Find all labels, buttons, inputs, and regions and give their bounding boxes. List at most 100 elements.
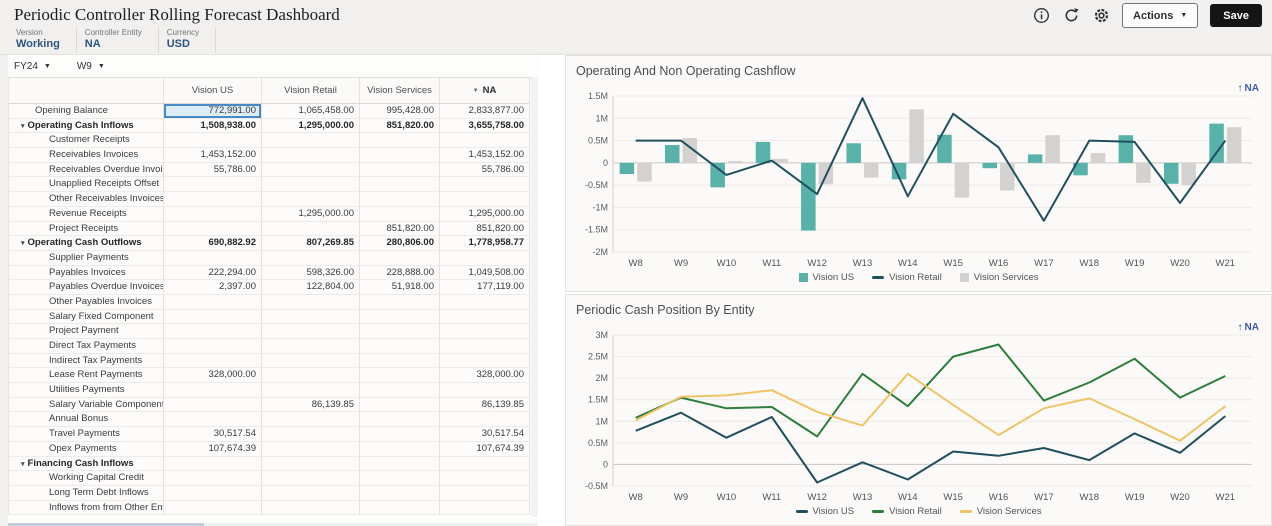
grid-cell[interactable]: 1,508,938.00 xyxy=(164,118,262,134)
grid-cell[interactable] xyxy=(360,339,440,354)
row-label[interactable]: ▾ Financing Cash Inflows xyxy=(9,456,164,472)
collapse-caret-icon[interactable]: ▾ xyxy=(21,122,25,130)
row-label[interactable]: Revenue Receipts xyxy=(9,206,164,222)
grid-cell[interactable] xyxy=(262,148,360,163)
pov-item-version[interactable]: Version Working xyxy=(8,27,77,53)
grid-cell[interactable]: 30,517.54 xyxy=(164,427,262,442)
grid-cell[interactable] xyxy=(262,339,360,354)
grid-cell[interactable] xyxy=(262,309,360,325)
row-label[interactable]: Annual Bonus xyxy=(9,412,164,428)
grid-cell[interactable]: 851,820.00 xyxy=(440,221,530,237)
grid-cell[interactable] xyxy=(360,412,440,428)
grid-cell[interactable]: 1,778,958.77 xyxy=(440,236,530,251)
grid-cell[interactable] xyxy=(360,206,440,222)
grid-cell[interactable]: 222,294.00 xyxy=(164,265,262,281)
row-label[interactable]: Direct Tax Payments xyxy=(9,339,164,354)
grid-cell[interactable] xyxy=(360,441,440,457)
collapse-caret-icon[interactable]: ▾ xyxy=(21,240,25,248)
row-label[interactable]: Project Payment xyxy=(9,324,164,339)
row-label[interactable]: Opex Payments xyxy=(9,441,164,457)
grid-cell[interactable]: 1,453,152.00 xyxy=(440,148,530,163)
row-label[interactable]: Salary Fixed Component xyxy=(9,309,164,325)
grid-cell[interactable] xyxy=(262,221,360,237)
grid-cell[interactable]: 55,786.00 xyxy=(164,162,262,178)
grid-cell[interactable]: 807,269.85 xyxy=(262,236,360,251)
grid-cell[interactable] xyxy=(164,412,262,428)
grid-cell[interactable] xyxy=(440,192,530,207)
grid-cell[interactable] xyxy=(360,192,440,207)
grid-cell[interactable] xyxy=(164,353,262,369)
grid-cell[interactable] xyxy=(440,339,530,354)
grid-cell[interactable]: 51,918.00 xyxy=(360,280,440,295)
chart-legend-item[interactable]: Vision US xyxy=(798,272,854,283)
grid-cell[interactable] xyxy=(164,485,262,501)
grid-cell[interactable] xyxy=(440,294,530,310)
grid-cell[interactable]: 122,804.00 xyxy=(262,280,360,295)
grid-cell[interactable]: 851,820.00 xyxy=(360,118,440,134)
grid-cell[interactable]: 1,065,458.00 xyxy=(262,104,360,119)
grid-cell[interactable] xyxy=(262,133,360,149)
pov-item-controller-entity[interactable]: Controller Entity NA xyxy=(77,27,159,53)
grid-cell[interactable] xyxy=(440,471,530,486)
grid-cell[interactable] xyxy=(440,250,530,266)
pov-value[interactable]: USD xyxy=(166,38,190,50)
grid-cell[interactable]: 107,674.39 xyxy=(164,441,262,457)
grid-cell[interactable] xyxy=(360,353,440,369)
grid-cell[interactable] xyxy=(262,368,360,384)
grid-cell[interactable] xyxy=(262,383,360,398)
grid-cell[interactable] xyxy=(164,324,262,339)
column-header-vision-retail[interactable]: Vision Retail xyxy=(262,78,360,104)
grid-cell[interactable] xyxy=(440,500,530,516)
row-label[interactable]: Payables Invoices xyxy=(9,265,164,281)
row-label[interactable]: Working Capital Credit xyxy=(9,471,164,486)
grid-cell[interactable] xyxy=(262,485,360,501)
grid-cell[interactable]: 1,295,000.00 xyxy=(440,206,530,222)
grid-cell[interactable] xyxy=(164,309,262,325)
info-icon[interactable] xyxy=(1032,7,1050,25)
grid-cell[interactable] xyxy=(262,324,360,339)
grid-cell[interactable] xyxy=(440,324,530,339)
grid-cell[interactable] xyxy=(164,339,262,354)
grid-cell[interactable] xyxy=(164,192,262,207)
grid-cell[interactable] xyxy=(360,427,440,442)
grid-cell[interactable] xyxy=(360,471,440,486)
pov-value[interactable]: NA xyxy=(84,38,101,50)
grid-cell[interactable] xyxy=(262,177,360,193)
grid-cell[interactable]: 772,991.00 xyxy=(164,104,262,119)
grid-cell[interactable] xyxy=(360,397,440,413)
row-label[interactable]: Receivables Overdue Invoices xyxy=(9,162,164,178)
grid-cell[interactable] xyxy=(262,162,360,178)
grid-cell[interactable] xyxy=(360,294,440,310)
grid-cell[interactable] xyxy=(164,221,262,237)
row-label[interactable]: Salary Variable Component xyxy=(9,397,164,413)
grid-cell[interactable] xyxy=(440,456,530,472)
row-label[interactable]: Customer Receipts xyxy=(9,133,164,149)
grid-cell[interactable] xyxy=(262,500,360,516)
chart-legend-item[interactable]: Vision Services xyxy=(959,272,1038,283)
grid-cell[interactable]: 328,000.00 xyxy=(440,368,530,384)
row-label[interactable]: Other Payables Invoices xyxy=(9,294,164,310)
chart-drill-link[interactable]: ↑ NA xyxy=(1237,83,1259,94)
grid-cell[interactable] xyxy=(440,309,530,325)
grid-cell[interactable] xyxy=(440,412,530,428)
grid-cell[interactable] xyxy=(164,250,262,266)
vertical-scrollbar[interactable] xyxy=(531,77,538,517)
grid-cell[interactable] xyxy=(262,353,360,369)
grid-cell[interactable]: 2,833,877.00 xyxy=(440,104,530,119)
grid-cell[interactable] xyxy=(262,294,360,310)
save-button[interactable]: Save xyxy=(1210,4,1262,27)
row-label[interactable]: ▾ Operating Cash Outflows xyxy=(9,236,164,251)
column-header-na[interactable]: ▼ NA xyxy=(440,78,530,104)
grid-cell[interactable]: 1,295,000.00 xyxy=(262,118,360,134)
row-label[interactable]: Opening Balance xyxy=(9,104,164,119)
grid-cell[interactable]: 851,820.00 xyxy=(360,221,440,237)
grid-cell[interactable] xyxy=(440,177,530,193)
grid-cell[interactable]: 30,517.54 xyxy=(440,427,530,442)
grid-cell[interactable] xyxy=(164,383,262,398)
grid-cell[interactable] xyxy=(262,441,360,457)
chart-legend-item[interactable]: Vision US xyxy=(795,506,854,517)
grid-cell[interactable] xyxy=(360,250,440,266)
grid-cell[interactable] xyxy=(360,368,440,384)
grid-cell[interactable] xyxy=(440,383,530,398)
row-label[interactable]: Payables Overdue Invoices xyxy=(9,280,164,295)
